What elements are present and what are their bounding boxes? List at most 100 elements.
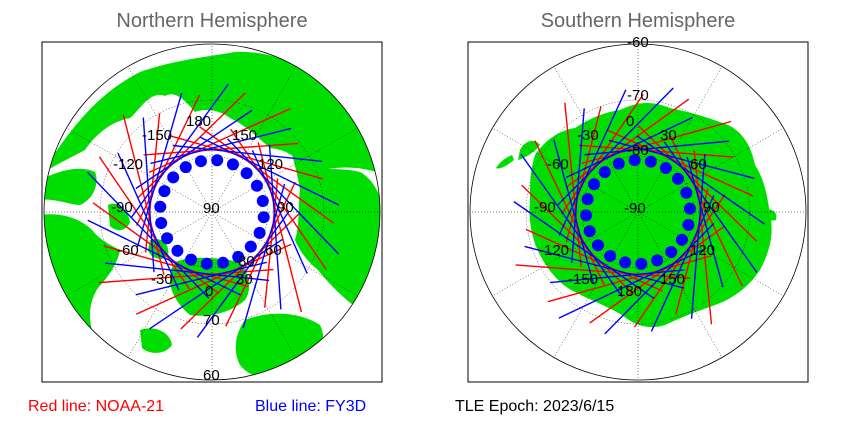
north-pass-fy3d xyxy=(136,92,183,247)
south-pass-fy3d xyxy=(556,87,674,206)
south-pole-point xyxy=(581,193,594,206)
north-meridian xyxy=(66,127,213,213)
south-outer-circle xyxy=(469,43,807,381)
south-panel: -30 0 30 -60 60 -90 90 -120 120 -150 150… xyxy=(467,34,809,383)
north-lat-label: 80 xyxy=(238,253,255,270)
south-pole-point xyxy=(644,155,657,168)
north-pass-noaa21 xyxy=(257,142,303,313)
north-meridian xyxy=(211,211,297,358)
south-meridian xyxy=(637,127,784,213)
north-labels: -150 180 150 -120 120 -90 90 -60 60 -30 … xyxy=(111,113,294,384)
north-lon-label: 150 xyxy=(232,127,257,144)
south-pole-point xyxy=(588,178,601,191)
north-pole-point xyxy=(155,217,168,230)
south-pass-noaa21 xyxy=(693,150,713,325)
north-pole-ring xyxy=(154,154,270,270)
south-lat-label: -60 xyxy=(627,34,649,51)
south-pass-noaa21 xyxy=(566,98,690,188)
south-meridian xyxy=(553,211,639,358)
north-pass-fy3d xyxy=(172,144,323,162)
south-pole-point xyxy=(635,257,648,270)
north-lon-label: -150 xyxy=(142,127,172,144)
south-lat-label: -80 xyxy=(627,142,649,159)
north-lon-label: 180 xyxy=(186,113,211,130)
south-lon-label: 180 xyxy=(617,283,642,300)
south-labels: -30 0 30 -60 60 -90 90 -120 120 -150 150… xyxy=(534,34,720,300)
south-pole-point xyxy=(583,225,596,238)
south-pole-point xyxy=(682,218,695,231)
north-pole-point xyxy=(226,158,239,171)
north-pass-fy3d xyxy=(226,138,340,255)
north-pole-point xyxy=(256,194,269,207)
south-pass-fy3d xyxy=(524,245,685,289)
south-pass-fy3d xyxy=(690,154,706,319)
south-pass-fy3d xyxy=(636,135,765,225)
north-pass-noaa21 xyxy=(135,94,201,226)
south-pole-point xyxy=(598,165,611,178)
south-pole-point xyxy=(619,256,632,269)
north-pole-point xyxy=(171,244,184,257)
north-pass-fy3d xyxy=(196,211,290,338)
north-lon-label: 60 xyxy=(265,242,282,259)
north-pole-point xyxy=(158,185,171,198)
south-pass-fy3d xyxy=(550,269,685,284)
south-title: Southern Hemisphere xyxy=(540,10,736,32)
north-lat-circle xyxy=(155,155,269,269)
south-lon-label: 120 xyxy=(690,242,715,259)
south-pass-noaa21 xyxy=(578,144,734,158)
north-pole-point xyxy=(167,171,180,184)
south-pass-fy3d xyxy=(686,156,724,288)
south-pass-noaa21 xyxy=(560,94,644,215)
south-meridian xyxy=(492,211,639,297)
south-pole-point xyxy=(665,246,678,259)
south-pole-point xyxy=(580,209,593,222)
south-pole-point xyxy=(591,239,604,252)
south-meridian xyxy=(492,127,639,213)
north-lon-label: -60 xyxy=(117,242,139,259)
north-lat-label: 90 xyxy=(203,200,220,217)
south-pole-point xyxy=(672,172,685,185)
north-panel: -150 180 150 -120 120 -90 90 -60 60 -30 … xyxy=(41,41,383,384)
south-pole-point xyxy=(675,233,688,246)
south-lon-label: 30 xyxy=(660,127,677,144)
north-pole-point xyxy=(194,155,207,168)
north-meridian xyxy=(211,66,297,213)
north-lon-label: -120 xyxy=(113,156,143,173)
south-pass-fy3d xyxy=(558,248,704,319)
north-lon-label: -30 xyxy=(151,271,173,288)
south-pass-fy3d xyxy=(663,141,758,273)
south-meridian xyxy=(637,211,784,297)
north-lat-label: 60 xyxy=(203,367,220,384)
north-pole-point xyxy=(257,211,270,224)
south-pass-noaa21 xyxy=(668,132,744,287)
north-lat-label: 70 xyxy=(203,312,220,329)
north-pass-fy3d xyxy=(117,152,180,291)
south-pass-fy3d xyxy=(565,116,694,179)
south-pass-fy3d xyxy=(608,139,755,179)
legend-fy3d: Blue line: FY3D xyxy=(255,398,367,415)
north-pole-point xyxy=(179,161,192,174)
legend-epoch: TLE Epoch: 2023/6/15 xyxy=(455,398,615,415)
north-pass-fy3d xyxy=(104,262,270,282)
north-pass-fy3d xyxy=(135,261,267,296)
north-lon-label: -90 xyxy=(111,199,133,216)
north-pass-fy3d xyxy=(149,238,283,330)
south-pole-ring xyxy=(580,154,696,270)
north-pole-point xyxy=(161,232,174,245)
north-pole-point xyxy=(253,226,266,239)
south-pole-point xyxy=(604,249,617,262)
south-lon-label: -30 xyxy=(577,127,599,144)
north-lon-label: 120 xyxy=(258,156,283,173)
north-pass-noaa21 xyxy=(264,178,279,308)
north-pole-point xyxy=(185,253,198,266)
south-lon-label: -150 xyxy=(568,271,598,288)
north-passes xyxy=(87,83,340,338)
north-lon-label: 90 xyxy=(277,199,294,216)
north-lon-label: 30 xyxy=(236,271,253,288)
south-lon-label: 150 xyxy=(660,271,685,288)
north-pass-fy3d xyxy=(251,149,308,274)
south-pole-point xyxy=(683,202,696,215)
north-pole-point xyxy=(250,179,263,192)
north-pass-noaa21 xyxy=(229,128,327,271)
south-lat-label: -90 xyxy=(624,200,646,217)
